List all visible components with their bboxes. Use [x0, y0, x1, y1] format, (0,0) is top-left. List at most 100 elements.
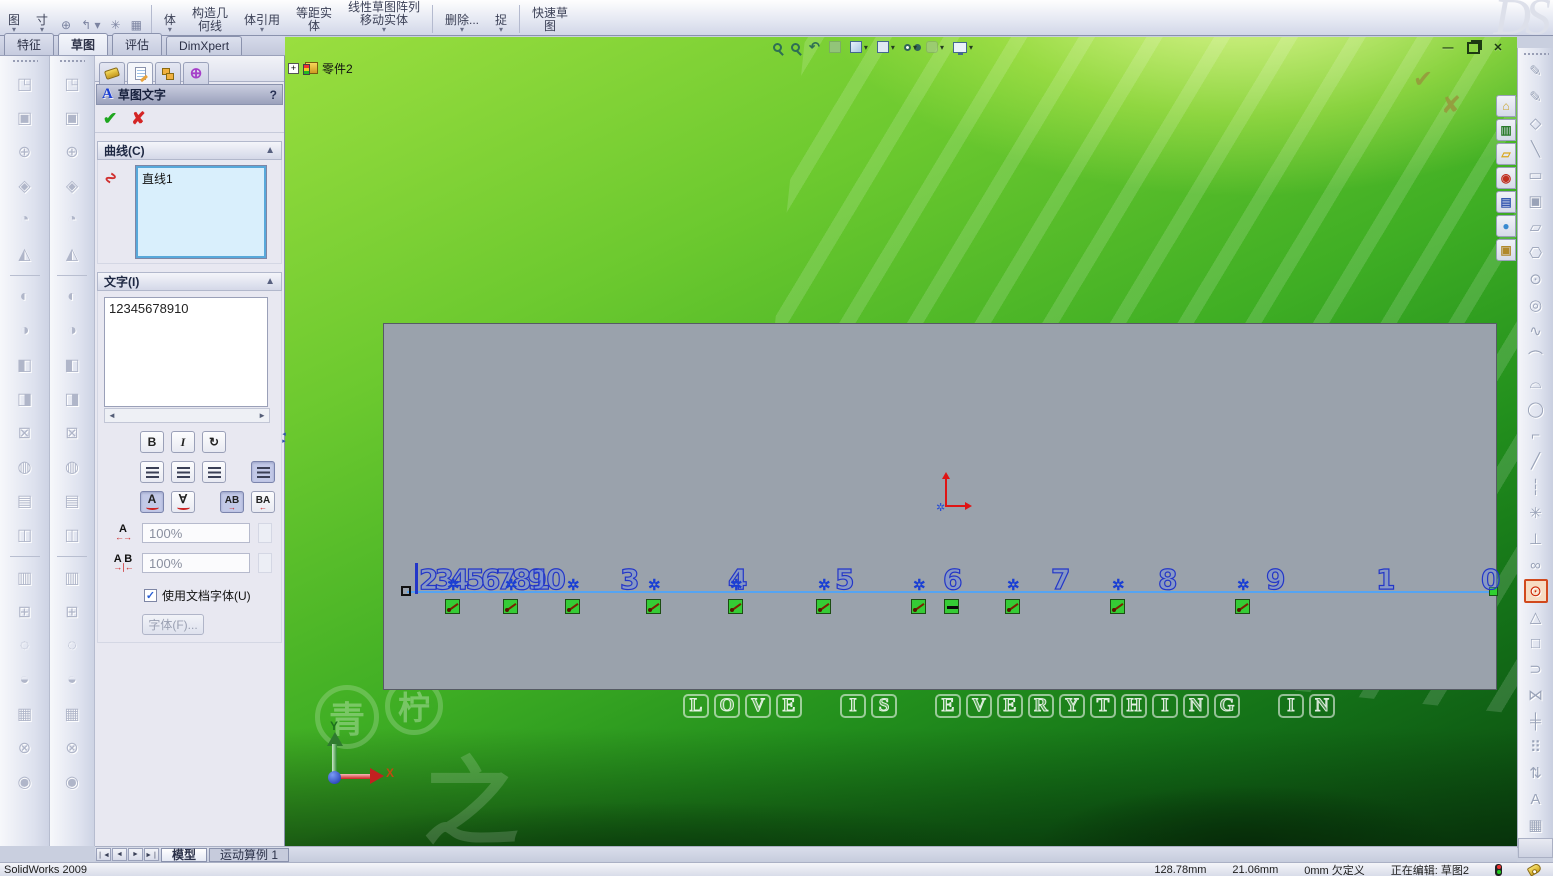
ribbon-button[interactable]: 删除... ▾ [445, 13, 480, 34]
propertymanager-tab[interactable] [127, 62, 153, 84]
perimeter-circle-icon[interactable]: ◎ [1528, 297, 1543, 314]
alert-icon[interactable]: △ [1529, 609, 1542, 626]
rotate-text-button[interactable]: ↻ [202, 431, 226, 453]
dropdown-arrow-icon[interactable]: ▾ [968, 42, 973, 52]
parallelogram-icon[interactable]: ▱ [1529, 219, 1542, 236]
dropdown-arrow-icon[interactable]: ▾ [381, 25, 386, 34]
flip-vertical-reverse-button[interactable]: ∀ [171, 491, 195, 513]
section-view-icon[interactable] [828, 41, 841, 53]
flip-vertical-button[interactable]: A [140, 491, 164, 513]
centerline-icon[interactable]: ┆ [1530, 479, 1541, 496]
convert-entities-icon[interactable]: □ [1530, 634, 1541, 652]
feature-tool-icon[interactable]: ◑ [67, 322, 77, 339]
tab-模型[interactable]: 模型 [161, 847, 208, 862]
ribbon-button[interactable]: 图 ▾ [8, 13, 21, 34]
feature-tool-icon[interactable]: ◧ [64, 357, 80, 374]
ribbon-button[interactable]: 线性草图阵列 移动实体 ▾ [347, 0, 420, 34]
align-left-button[interactable] [140, 461, 164, 483]
feature-tool-icon[interactable]: ⊗ [65, 740, 79, 757]
sketch-text-icon[interactable]: A [1530, 790, 1541, 808]
block-grid-icon[interactable]: ▦ [1528, 817, 1543, 834]
nav-prev-button[interactable]: ◄ [112, 848, 127, 861]
cancel-button[interactable]: ✘ [131, 109, 146, 128]
toolbar-scroll-nub[interactable] [1518, 838, 1553, 858]
feature-tool-icon[interactable]: ⊠ [65, 425, 79, 442]
view-settings-icon[interactable]: ▾ [952, 41, 973, 55]
close-button[interactable]: ✕ [1493, 42, 1503, 54]
community-sphere-icon[interactable]: ● [1496, 215, 1516, 237]
nav-first-button[interactable]: ❘◄ [96, 848, 111, 861]
dropdown-arrow-icon[interactable]: ▾ [12, 25, 17, 34]
ribbon-button[interactable]: 捉 ▾ [495, 13, 508, 34]
feature-tool-icon[interactable]: ◫ [16, 527, 33, 544]
tab-运动算例 1[interactable]: 运动算例 1 [209, 847, 290, 862]
notes-icon[interactable]: ▣ [1496, 239, 1516, 261]
dropdown-arrow-icon[interactable]: ▾ [499, 25, 504, 34]
feature-tool-icon[interactable]: ▥ [16, 570, 33, 587]
panel-splitter[interactable]: ◂ ▸ [282, 431, 286, 445]
minimize-button[interactable]: — [1442, 41, 1454, 54]
feature-tool-icon[interactable]: ▦ [64, 706, 80, 723]
ribbon-button[interactable]: 寸 ▾ [36, 13, 49, 34]
add-relation-icon[interactable]: ⊥ [1528, 531, 1543, 548]
apply-scene-icon[interactable]: ▾ [925, 41, 944, 53]
feature-tool-icon[interactable]: ◔ [19, 211, 30, 228]
italic-button[interactable]: I [171, 431, 195, 453]
feature-tool-icon[interactable]: ◭ [65, 246, 79, 263]
font-button[interactable]: 字体(F)... [142, 614, 204, 635]
dropdown-arrow-icon[interactable]: ▾ [939, 42, 944, 52]
feature-tool-icon[interactable]: ◍ [65, 459, 79, 476]
scroll-right-icon[interactable]: ► [258, 411, 266, 420]
feature-tool-icon[interactable]: ◍ [17, 459, 32, 476]
dropdown-arrow-icon[interactable]: ▾ [912, 42, 917, 52]
dropdown-arrow-icon[interactable]: ▾ [890, 42, 895, 52]
point-icon[interactable]: ✳ [1529, 505, 1542, 522]
ribbon-button[interactable]: 快速草 图 [532, 6, 569, 33]
flyout-feature-tree[interactable]: + 零件2 [288, 60, 353, 77]
previous-view-icon[interactable]: ↶ [809, 39, 820, 55]
feature-tool-icon[interactable]: ◳ [16, 76, 33, 93]
home-icon[interactable]: ⌂ [1496, 95, 1516, 117]
ribbon-button[interactable]: 构造几 何线 [191, 6, 228, 33]
bold-button[interactable]: B [140, 431, 164, 453]
tab-评估[interactable]: 评估 [112, 33, 163, 55]
sketch-fillet-icon[interactable]: ⌐ [1531, 426, 1540, 444]
mirror-entities-icon[interactable]: ⋈ [1528, 687, 1543, 704]
help-icon[interactable]: ? [269, 87, 277, 102]
dropdown-arrow-icon[interactable]: ▾ [167, 25, 172, 34]
feature-tool-icon[interactable]: ◳ [64, 76, 80, 93]
feature-tool-icon[interactable]: ▦ [16, 706, 33, 723]
corner-rectangle-icon[interactable]: ▭ [1528, 167, 1543, 184]
hide-show-items-icon[interactable]: ▾ [903, 42, 917, 52]
feature-tool-icon[interactable]: ◒ [19, 671, 30, 688]
move-entities-icon[interactable]: ⇅ [1529, 765, 1542, 782]
feature-tool-icon[interactable]: ◈ [18, 178, 31, 195]
dropdown-arrow-icon[interactable]: ▾ [460, 25, 465, 34]
smart-dimension-icon[interactable]: ◇ [1529, 115, 1542, 132]
ribbon-button[interactable]: 体 ▾ [163, 13, 176, 34]
feature-tool-icon[interactable]: ◐ [67, 288, 77, 305]
feature-tool-icon[interactable]: ◭ [18, 246, 31, 263]
feature-tool-icon[interactable]: ◨ [16, 391, 33, 408]
confirm-check-icon[interactable]: ✔ [1413, 66, 1434, 93]
feature-tool-icon[interactable]: ◈ [65, 178, 79, 195]
dropdown-arrow-icon[interactable]: ▾ [259, 25, 264, 34]
ok-button[interactable]: ✔ [103, 109, 118, 128]
feature-tool-icon[interactable]: ◔ [67, 211, 77, 228]
curve-listbox[interactable]: 直线1 [135, 165, 267, 259]
width-factor-spinner[interactable] [258, 523, 272, 543]
mirror-arrow-icon[interactable]: ↰ ▾ [81, 18, 101, 32]
spline-icon[interactable]: ∿ [1529, 323, 1542, 340]
sketch-text-input[interactable]: 12345678910 [104, 297, 268, 407]
feature-tool-icon[interactable]: ⊞ [17, 604, 32, 621]
ribbon-button[interactable]: 等距实 体 [295, 6, 332, 33]
display-relations-icon[interactable]: ∞ [1530, 556, 1541, 574]
dropdown-arrow-icon[interactable]: ▾ [40, 25, 45, 34]
feature-tool-icon[interactable]: ◑ [19, 322, 30, 339]
curve-list-item[interactable]: 直线1 [142, 172, 173, 186]
scroll-left-icon[interactable]: ◄ [108, 411, 116, 420]
text-scrollbar[interactable]: ◄ ► [104, 408, 270, 423]
use-document-font-checkbox[interactable]: ✓ [144, 589, 157, 602]
nav-last-button[interactable]: ►❘ [144, 848, 159, 861]
point-tool-icon[interactable]: ✳ [110, 18, 121, 32]
